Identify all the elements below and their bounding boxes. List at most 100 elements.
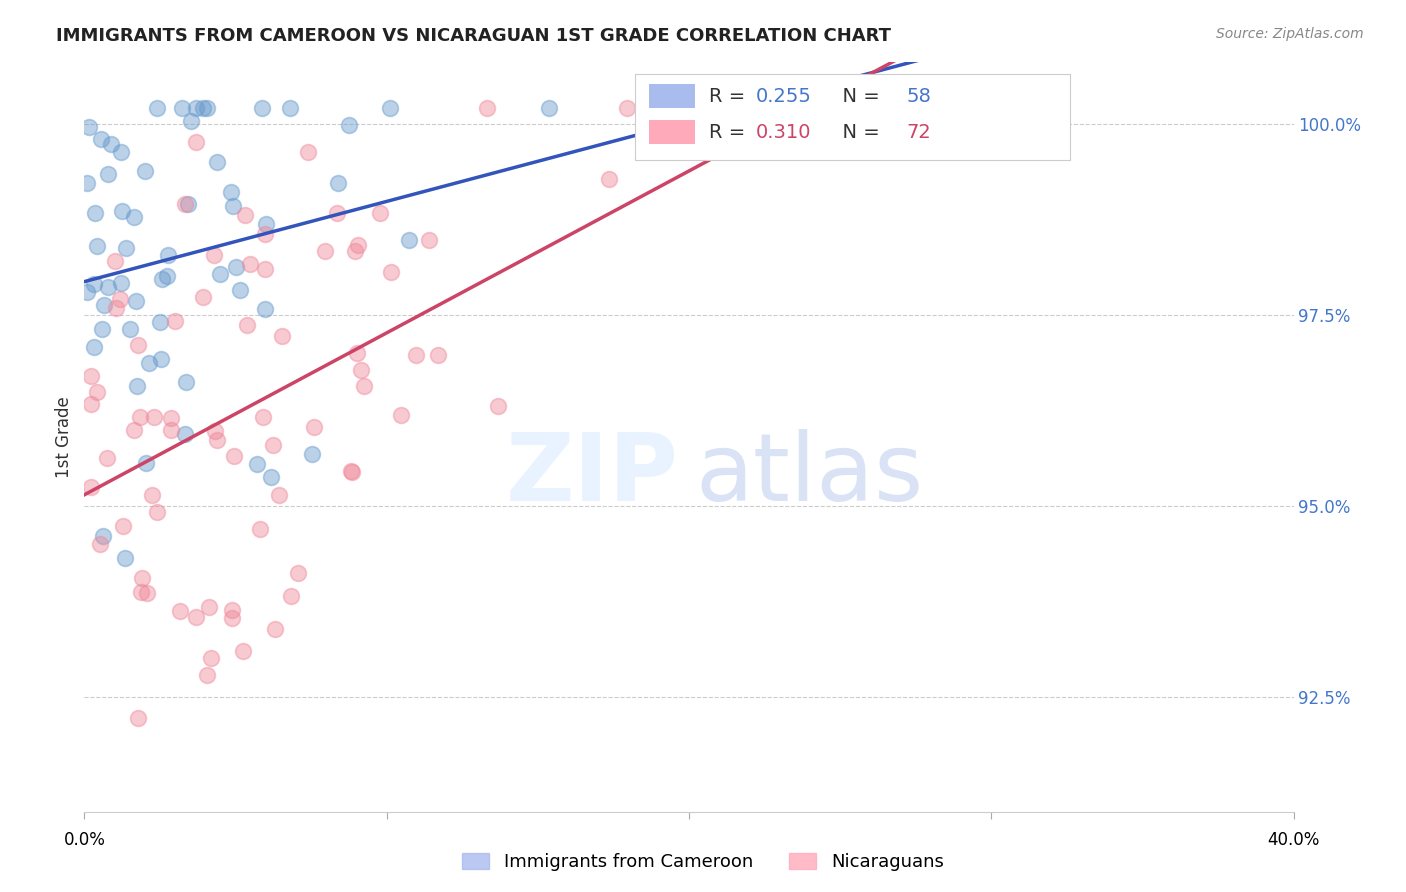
Point: [169, 604, 191, 618]
Point: [146, 505, 169, 519]
Point: [271, 329, 294, 343]
Text: 58: 58: [907, 87, 931, 105]
Point: [191, 101, 214, 115]
Point: [297, 145, 319, 159]
Point: [86, 239, 108, 253]
Point: [76, 285, 98, 299]
Point: [184, 101, 207, 115]
Text: Source: ZipAtlas.com: Source: ZipAtlas.com: [1216, 27, 1364, 41]
Point: [267, 488, 290, 502]
Point: [314, 244, 336, 259]
Point: [405, 348, 427, 362]
Text: R =: R =: [710, 122, 752, 142]
Point: [173, 427, 195, 442]
Point: [80, 369, 103, 384]
Point: [90, 322, 112, 336]
Point: [79, 120, 101, 134]
Point: [378, 101, 401, 115]
Point: [170, 101, 193, 115]
Point: [104, 253, 127, 268]
Point: [249, 522, 271, 536]
Point: [90, 131, 112, 145]
Point: [127, 379, 149, 393]
Point: [219, 185, 242, 199]
Point: [122, 211, 145, 225]
Point: [96, 451, 118, 466]
Text: IMMIGRANTS FROM CAMEROON VS NICARAGUAN 1ST GRADE CORRELATION CHART: IMMIGRANTS FROM CAMEROON VS NICARAGUAN 1…: [56, 27, 891, 45]
Point: [340, 464, 363, 478]
Point: [122, 423, 145, 437]
Point: [100, 136, 122, 151]
Point: [325, 206, 347, 220]
Point: [205, 155, 228, 169]
Point: [76, 176, 98, 190]
Point: [108, 292, 131, 306]
Point: [616, 101, 638, 115]
Point: [83, 277, 105, 292]
Point: [486, 399, 509, 413]
Text: ZIP: ZIP: [506, 428, 679, 521]
Point: [149, 315, 172, 329]
Point: [114, 550, 136, 565]
Point: [80, 397, 103, 411]
Point: [135, 456, 157, 470]
Point: [254, 261, 277, 276]
Point: [105, 301, 128, 316]
FancyBboxPatch shape: [634, 74, 1070, 160]
Point: [115, 241, 138, 255]
Point: [304, 419, 326, 434]
Point: [477, 101, 499, 115]
Point: [136, 586, 159, 600]
Point: [426, 348, 449, 362]
Point: [202, 248, 225, 262]
Text: atlas: atlas: [696, 428, 924, 521]
Point: [344, 244, 367, 258]
Point: [195, 101, 218, 115]
Point: [222, 199, 245, 213]
Point: [97, 280, 120, 294]
Point: [186, 610, 208, 624]
Point: [301, 447, 323, 461]
Point: [250, 101, 273, 115]
Point: [112, 518, 135, 533]
Text: N =: N =: [831, 122, 886, 142]
Point: [208, 267, 231, 281]
Point: [254, 227, 277, 241]
Point: [239, 257, 262, 271]
Point: [93, 298, 115, 312]
Point: [236, 318, 259, 333]
Point: [204, 424, 226, 438]
Point: [262, 438, 284, 452]
Point: [80, 480, 103, 494]
Point: [350, 362, 373, 376]
Point: [340, 465, 363, 479]
Y-axis label: 1st Grade: 1st Grade: [55, 396, 73, 478]
Point: [326, 176, 349, 190]
FancyBboxPatch shape: [650, 120, 695, 145]
Point: [222, 449, 245, 463]
Point: [110, 145, 132, 160]
Text: 0.310: 0.310: [755, 122, 811, 142]
Point: [252, 410, 274, 425]
Point: [138, 356, 160, 370]
Point: [200, 650, 222, 665]
Point: [157, 247, 180, 261]
Point: [221, 611, 243, 625]
Text: 72: 72: [907, 122, 931, 142]
Point: [260, 470, 283, 484]
Point: [120, 321, 142, 335]
Point: [221, 602, 243, 616]
Point: [347, 238, 370, 252]
Point: [83, 205, 105, 219]
Point: [146, 101, 169, 115]
Point: [256, 217, 278, 231]
Point: [280, 589, 302, 603]
Point: [193, 290, 215, 304]
Point: [127, 338, 149, 352]
Point: [160, 423, 183, 437]
Point: [346, 346, 368, 360]
Point: [89, 537, 111, 551]
Point: [368, 206, 391, 220]
Point: [141, 488, 163, 502]
Point: [389, 408, 412, 422]
